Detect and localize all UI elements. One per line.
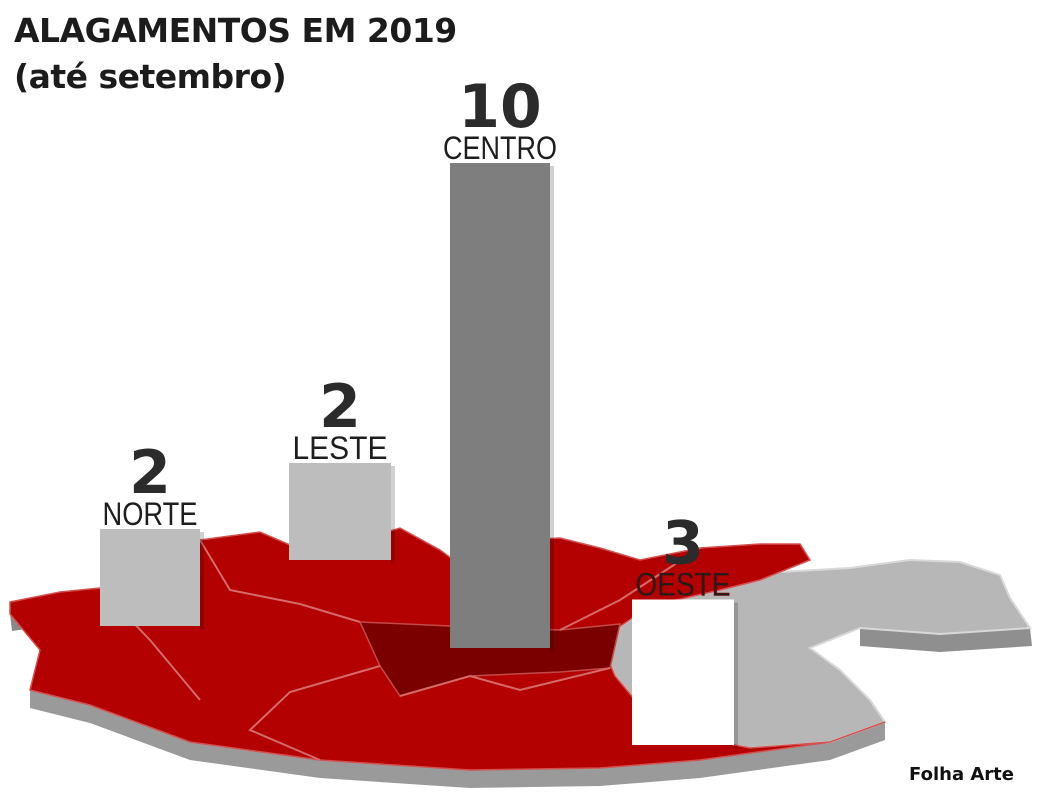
map-boundaries (99, 539, 701, 761)
bar-leste (289, 463, 391, 560)
bar-shadow (391, 466, 395, 563)
value-label-oeste: 3 (662, 509, 704, 579)
credit-label: Folha Arte (909, 764, 1014, 785)
bar-shadow (550, 166, 554, 651)
value-label-norte: 2 (129, 438, 171, 508)
category-label-norte: NORTE (103, 496, 198, 532)
title-line-2: (até setembro) (14, 57, 287, 96)
category-label-centro: CENTRO (443, 130, 557, 166)
bar-shadow (200, 532, 204, 629)
bars-layer (100, 163, 738, 748)
value-label-centro: 10 (458, 72, 542, 142)
category-label-oeste: OESTE (636, 567, 731, 603)
bar-oeste (632, 599, 734, 745)
chart-title: ALAGAMENTOS EM 2019 (até setembro) (14, 8, 457, 100)
category-label-leste: LESTE (293, 430, 388, 466)
bar-norte (100, 529, 200, 626)
value-label-leste: 2 (319, 372, 361, 442)
title-line-1: ALAGAMENTOS EM 2019 (14, 11, 457, 50)
bar-shadow (734, 602, 738, 748)
bar-centro (450, 163, 550, 648)
